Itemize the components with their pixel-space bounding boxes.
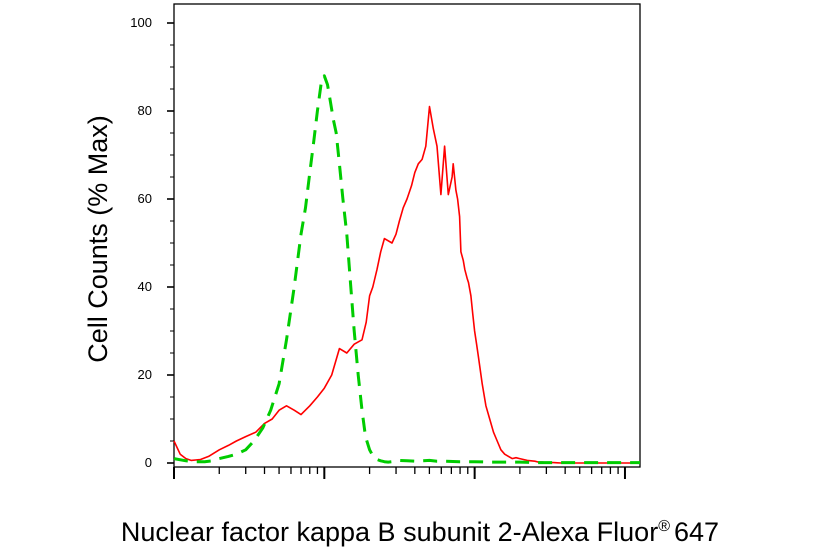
x-axis — [174, 467, 625, 479]
x-axis-title-superscript: ® — [658, 518, 670, 535]
x-axis-title-suffix: 647 — [674, 517, 719, 547]
x-axis-title-main: Nuclear factor kappa B subunit 2-Alexa F… — [121, 517, 658, 547]
y-tick-label: 60 — [138, 191, 152, 206]
series-line-red-solid — [174, 107, 640, 463]
y-axis-title: Cell Counts (% Max) — [83, 115, 113, 363]
y-tick-label: 40 — [138, 279, 152, 294]
series-line-green-dashed — [174, 76, 640, 463]
series-layer — [174, 76, 640, 463]
y-tick-label: 100 — [130, 15, 152, 30]
y-tick-label: 20 — [138, 367, 152, 382]
y-tick-label: 80 — [138, 103, 152, 118]
x-axis-title: Nuclear factor kappa B subunit 2-Alexa F… — [121, 517, 719, 547]
plot-frame — [174, 4, 640, 467]
y-tick-label: 0 — [145, 455, 152, 470]
y-axis: 0 20 40 60 80 100 — [130, 15, 174, 470]
